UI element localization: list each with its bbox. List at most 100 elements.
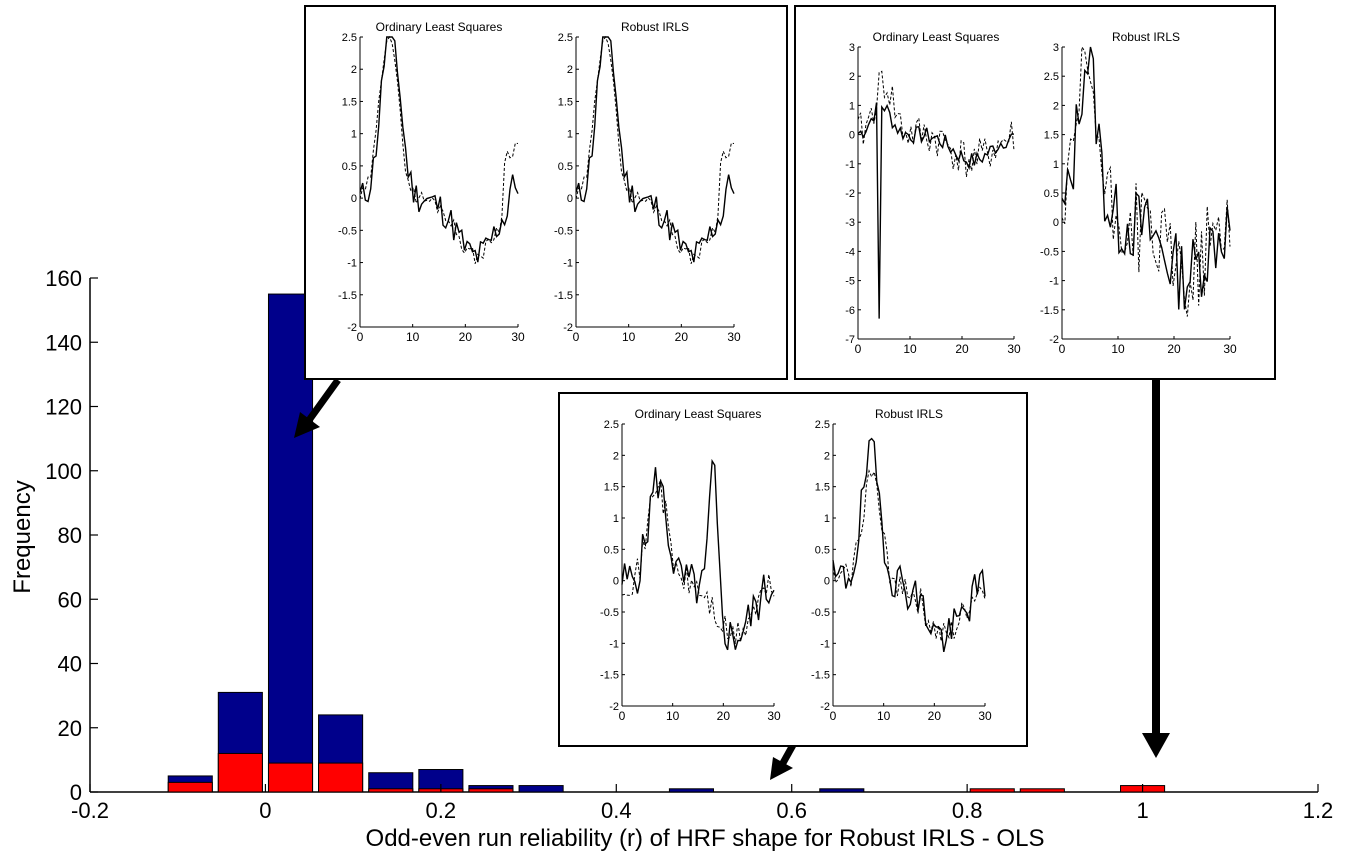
mini-y-tick-label: -1.5 bbox=[1040, 305, 1059, 317]
x-tick-label: 0.8 bbox=[952, 798, 983, 823]
mini-dashed-curve bbox=[359, 35, 519, 264]
mini-dashed-curve bbox=[621, 479, 775, 644]
y-tick-label: 80 bbox=[58, 523, 82, 548]
mini-solid-curve bbox=[832, 437, 986, 653]
mini-y-tick-label: 0.5 bbox=[342, 161, 357, 173]
mini-x-tick-label: 0 bbox=[573, 330, 580, 344]
mini-x-tick-label: 30 bbox=[767, 709, 781, 723]
mini-y-tick-label: 1 bbox=[567, 129, 573, 141]
mini-x-tick-label: 30 bbox=[978, 709, 992, 723]
mini-solid-curve bbox=[857, 102, 1015, 319]
mini-y-tick-label: -2 bbox=[1049, 334, 1059, 346]
mini-y-tick-label: -1 bbox=[1049, 276, 1059, 288]
mini-solid-curve bbox=[1061, 46, 1231, 310]
mini-y-tick-label: -2 bbox=[563, 322, 573, 334]
mini-y-tick-label: 2 bbox=[1053, 100, 1059, 112]
mini-y-tick-label: 2.5 bbox=[604, 419, 619, 431]
mini-y-tick-label: -4 bbox=[845, 246, 855, 258]
mini-x-tick-label: 20 bbox=[459, 330, 473, 344]
mini-y-tick-label: 2.5 bbox=[1044, 71, 1059, 83]
mini-x-tick-label: 10 bbox=[877, 709, 891, 723]
mini-y-tick-label: -2 bbox=[845, 188, 855, 200]
mini-x-tick-label: 10 bbox=[622, 330, 636, 344]
histogram-bar-series-1 bbox=[1019, 788, 1065, 793]
mini-x-tick-label: 10 bbox=[666, 709, 680, 723]
mini-x-tick-label: 0 bbox=[855, 342, 862, 356]
arrow-head-1-bin bbox=[1142, 733, 1170, 758]
mini-dashed-curve bbox=[575, 35, 735, 264]
mini-x-tick-label: 0 bbox=[1059, 342, 1066, 356]
mini-y-tick-label: 1 bbox=[351, 129, 357, 141]
mini-y-tick-label: 0.5 bbox=[815, 544, 830, 556]
mini-x-tick-label: 30 bbox=[1223, 342, 1237, 356]
mini-y-tick-label: -5 bbox=[845, 276, 855, 288]
mini-y-tick-label: 1.5 bbox=[815, 482, 830, 494]
arrow-to-zero-bin bbox=[304, 377, 341, 426]
mini-y-tick-label: -0.5 bbox=[554, 225, 573, 237]
arrows bbox=[294, 377, 1170, 780]
mini-plot-title: Robust IRLS bbox=[1112, 30, 1180, 44]
mini-solid-curve bbox=[359, 36, 519, 263]
x-tick-label: -0.2 bbox=[71, 798, 109, 823]
mini-y-tick-label: 0.5 bbox=[558, 161, 573, 173]
mini-y-tick-label: 0 bbox=[351, 193, 357, 205]
mini-y-tick-label: -1 bbox=[820, 638, 830, 650]
mini-y-tick-label: 0 bbox=[613, 576, 619, 588]
mini-x-tick-label: 20 bbox=[717, 709, 731, 723]
y-tick-label: 40 bbox=[58, 652, 82, 677]
y-axis-label: Frequency bbox=[9, 480, 36, 593]
main-plot-area: -0.2 0 0.2 0.4 0.6 0.8 1 1.20204060801001201401… bbox=[45, 266, 1333, 823]
mini-y-tick-label: -2 bbox=[347, 322, 357, 334]
mini-x-tick-label: 30 bbox=[1007, 342, 1021, 356]
mini-y-tick-label: -0.5 bbox=[811, 607, 830, 619]
inset-top-right-plots: Ordinary Least Squares3210-1-2-3-4-5-6-7… bbox=[845, 30, 1237, 356]
histogram-bar-series-1 bbox=[267, 762, 314, 793]
histogram-bar-series-1 bbox=[167, 781, 213, 793]
mini-plot-title: Ordinary Least Squares bbox=[873, 30, 1000, 44]
mini-y-tick-label: 1 bbox=[849, 100, 855, 112]
mini-x-tick-label: 20 bbox=[955, 342, 969, 356]
mini-plot-title: Robust IRLS bbox=[875, 407, 943, 421]
mini-plot-title: Ordinary Least Squares bbox=[376, 20, 503, 34]
mini-y-tick-label: 2 bbox=[351, 64, 357, 76]
arrow-head-058-bin bbox=[770, 757, 793, 780]
inset-panel-top-right: Ordinary Least Squares 3 2 1 0 -1 -2 -3 -4 -5 -6 -7… bbox=[794, 5, 1276, 380]
mini-y-tick-label: 1 bbox=[824, 513, 830, 525]
mini-y-tick-label: 3 bbox=[1053, 42, 1059, 54]
mini-y-tick-label: 2.5 bbox=[342, 32, 357, 44]
mini-y-tick-label: 1.5 bbox=[558, 96, 573, 108]
mini-y-tick-label: 2 bbox=[567, 64, 573, 76]
mini-x-tick-label: 20 bbox=[928, 709, 942, 723]
y-tick-label: 60 bbox=[58, 587, 82, 612]
mini-y-tick-label: -1.5 bbox=[600, 670, 619, 682]
x-tick-label: 0.4 bbox=[601, 798, 632, 823]
histogram-bar-series-1 bbox=[318, 762, 364, 793]
mini-x-tick-label: 20 bbox=[1167, 342, 1181, 356]
y-tick-label: 20 bbox=[58, 716, 82, 741]
mini-y-tick-label: 0 bbox=[567, 193, 573, 205]
mini-y-tick-label: 1.5 bbox=[604, 482, 619, 494]
mini-y-tick-label: 1 bbox=[1053, 159, 1059, 171]
inset-panel-middle: Ordinary Least Squares 2.5 2 1.5 1 0.5 0 -0.5 -1… bbox=[558, 392, 1028, 747]
mini-dashed-curve bbox=[857, 70, 1015, 177]
mini-y-tick-label: -0.5 bbox=[338, 225, 357, 237]
mini-y-tick-label: -7 bbox=[845, 334, 855, 346]
mini-x-tick-label: 10 bbox=[1111, 342, 1125, 356]
x-tick-label: 0.6 bbox=[776, 798, 807, 823]
mini-solid-curve bbox=[621, 458, 775, 651]
mini-y-tick-label: 1.5 bbox=[342, 96, 357, 108]
mini-plot-title: Robust IRLS bbox=[621, 20, 689, 34]
mini-solid-curve bbox=[575, 36, 735, 263]
inset-top-left-plots: Ordinary Least Squares 2.5 2 1.5 1 0.5 0 -0.5 -1… bbox=[338, 20, 741, 344]
mini-y-tick-label: -6 bbox=[845, 305, 855, 317]
mini-plot-title: Ordinary Least Squares bbox=[635, 407, 762, 421]
mini-y-tick-label: 0 bbox=[1053, 217, 1059, 229]
mini-y-tick-label: -1.5 bbox=[811, 670, 830, 682]
y-tick-label: 120 bbox=[45, 395, 82, 420]
mini-y-tick-label: -1.5 bbox=[554, 290, 573, 302]
inset-middle-plots: Ordinary Least Squares 2.5 2 1.5 1 0.5 0 -0.5 -1… bbox=[600, 407, 992, 723]
histogram-bar-series-1 bbox=[368, 788, 414, 793]
